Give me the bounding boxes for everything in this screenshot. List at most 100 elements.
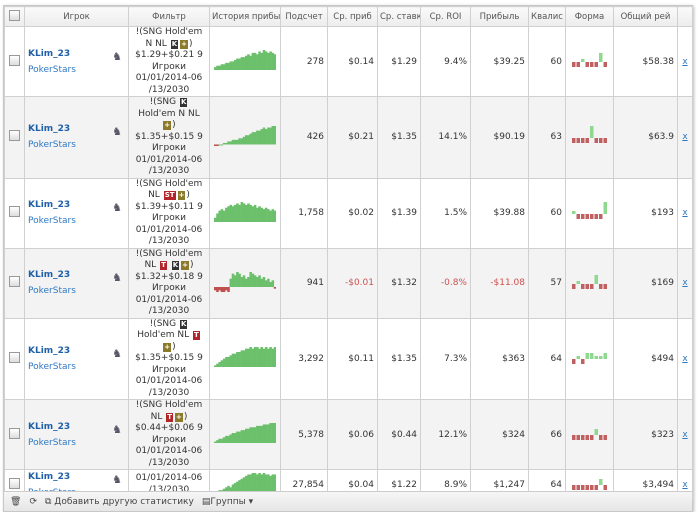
- form-loss-bar: [603, 62, 607, 67]
- filter-text: ) $1.39+$0.11 9 Игроки 01/01/2014-06 /13…: [135, 190, 203, 246]
- history-bar: [271, 348, 275, 368]
- row-checkbox[interactable]: [4, 26, 25, 97]
- col-total[interactable]: Общий рей: [613, 6, 678, 27]
- player-icon[interactable]: ♞: [112, 49, 122, 63]
- history-bar: [231, 484, 235, 493]
- col-qual[interactable]: Квалис: [528, 6, 566, 27]
- groups-button[interactable]: ▤Группы ▾: [201, 496, 254, 507]
- avg-stake-cell: $1.39: [377, 177, 421, 249]
- count-cell: 426: [280, 96, 328, 179]
- form-chart: [571, 429, 607, 440]
- remove-row-button[interactable]: x: [677, 177, 693, 249]
- select-all-checkbox[interactable]: [4, 6, 25, 27]
- history-cell: [209, 317, 281, 400]
- history-bar: [249, 427, 252, 443]
- history-bar: [242, 202, 246, 222]
- history-bar: [267, 208, 270, 222]
- history-bar: [262, 127, 266, 145]
- player-icon[interactable]: ♞: [112, 472, 122, 486]
- form-chart: [571, 479, 607, 490]
- col-avg-stake[interactable]: Ср. ставк: [377, 6, 421, 27]
- groups-label: Группы: [210, 496, 246, 507]
- player-name-link[interactable]: KLim_23: [28, 345, 71, 356]
- site-link[interactable]: PokerStars: [28, 286, 76, 296]
- player-name-link[interactable]: KLim_23: [28, 421, 71, 432]
- player-name-link[interactable]: KLim_23: [28, 471, 71, 482]
- avg-stake-cell: $1.32: [377, 247, 421, 319]
- remove-row-button[interactable]: x: [677, 399, 693, 470]
- col-profit[interactable]: Прибыль: [470, 6, 529, 27]
- form-loss-bar: [594, 62, 598, 67]
- form-loss-bar: [580, 435, 584, 440]
- history-bar: [225, 207, 228, 222]
- player-name-link[interactable]: KLim_23: [28, 48, 71, 59]
- col-form[interactable]: Форма: [565, 6, 614, 27]
- avg-stake-cell: $1.29: [377, 26, 421, 97]
- player-icon[interactable]: ♞: [112, 271, 122, 284]
- history-cell: [209, 96, 281, 179]
- refresh-icon[interactable]: ⟳: [29, 496, 37, 507]
- player-icon[interactable]: ♞: [112, 125, 122, 139]
- col-player[interactable]: Игрок: [24, 6, 129, 27]
- site-link[interactable]: PokerStars: [28, 140, 76, 151]
- history-bar: [222, 64, 226, 70]
- history-bar: [240, 430, 244, 443]
- count-cell: 941: [280, 247, 328, 319]
- history-bar: [236, 139, 239, 145]
- remove-row-button[interactable]: x: [677, 26, 693, 97]
- history-bar: [269, 210, 272, 222]
- history-bar: [214, 286, 217, 290]
- add-stat-button[interactable]: ⧉ Добавить другую статистику: [44, 496, 194, 507]
- col-filter[interactable]: Фильтр: [128, 6, 210, 27]
- history-bar: [245, 475, 248, 493]
- site-link[interactable]: PokerStars: [28, 361, 76, 372]
- history-bar: [253, 52, 257, 70]
- history-bar: [260, 474, 264, 493]
- site-link[interactable]: PokerStars: [28, 216, 76, 226]
- history-bar: [222, 142, 226, 145]
- history-bar: [260, 425, 264, 443]
- history-bar: [256, 276, 259, 287]
- table-row: KLim_23 PokerStars ♞ !(SNG K Hold'em N NL …: [4, 96, 693, 179]
- history-bar: [214, 67, 217, 70]
- player-name-link[interactable]: KLim_23: [28, 124, 71, 135]
- site-link[interactable]: PokerStars: [28, 64, 76, 75]
- form-loss-bar: [585, 137, 589, 143]
- col-count[interactable]: Подсчет: [280, 6, 328, 27]
- roi-cell: 1.5%: [420, 177, 471, 249]
- row-checkbox[interactable]: [4, 317, 25, 400]
- history-bar: [256, 425, 259, 443]
- form-loss-bar: [585, 485, 589, 490]
- col-roi[interactable]: Ср. ROI: [420, 6, 471, 27]
- total-cell: $58.38: [613, 26, 678, 97]
- player-name-link[interactable]: KLim_23: [28, 270, 71, 280]
- remove-row-button[interactable]: x: [677, 247, 693, 319]
- trash-icon[interactable]: 🗑: [10, 496, 22, 507]
- remove-row-button[interactable]: x: [677, 96, 693, 179]
- history-bar: [242, 274, 246, 287]
- form-loss-bar: [576, 435, 580, 440]
- site-link[interactable]: PokerStars: [28, 437, 76, 448]
- history-bar: [273, 210, 277, 222]
- row-checkbox[interactable]: [4, 399, 25, 470]
- avg-profit-cell: $0.11: [327, 317, 378, 400]
- player-icon[interactable]: ♞: [112, 422, 122, 436]
- history-bar: [262, 208, 266, 222]
- history-bar: [267, 474, 270, 493]
- history-bar: [245, 134, 248, 145]
- player-name-link[interactable]: KLim_23: [28, 200, 71, 210]
- remove-row-button[interactable]: x: [677, 317, 693, 400]
- history-bar: [271, 423, 275, 443]
- row-checkbox[interactable]: [4, 96, 25, 179]
- player-icon[interactable]: ♞: [112, 201, 122, 214]
- player-cell: KLim_23 PokerStars ♞: [24, 96, 129, 179]
- col-history[interactable]: История прибыли: [209, 6, 281, 27]
- row-checkbox[interactable]: [4, 177, 25, 249]
- history-bar: [242, 430, 246, 443]
- row-checkbox[interactable]: [4, 247, 25, 319]
- player-icon[interactable]: ♞: [112, 346, 122, 360]
- col-avg-profit[interactable]: Ср. приб: [327, 6, 378, 27]
- history-bar: [225, 62, 228, 70]
- history-bar: [247, 134, 250, 145]
- history-bar: [251, 52, 255, 70]
